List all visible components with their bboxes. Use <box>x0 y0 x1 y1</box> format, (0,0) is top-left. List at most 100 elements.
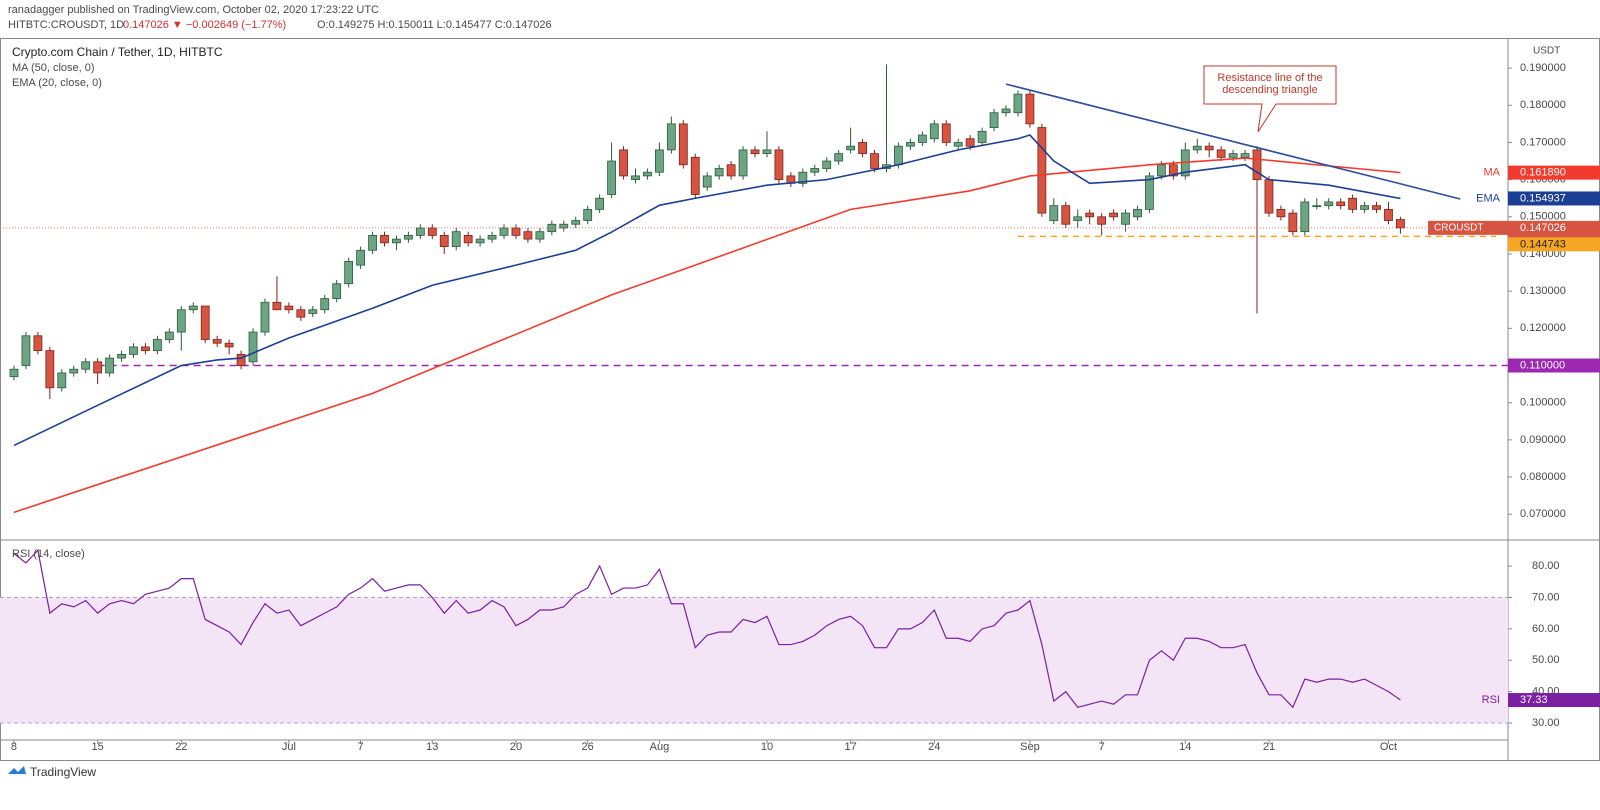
candle-body <box>296 309 306 318</box>
candle-body <box>858 142 867 155</box>
candle-body <box>404 234 413 240</box>
symbol: HITBTC:CROUSDT, 1D <box>8 19 124 31</box>
legend-entry: EMA (20, close, 0) <box>12 77 102 89</box>
candle-body <box>1312 205 1322 208</box>
candle-body <box>523 231 533 240</box>
candle-body <box>1384 208 1393 221</box>
tag-box <box>1508 191 1600 206</box>
y-tick-label: 0.170000 <box>1520 136 1566 148</box>
candle-body <box>846 145 856 151</box>
candle-body <box>1049 205 1059 221</box>
line-ema <box>13 134 1401 447</box>
candle-body <box>93 361 103 374</box>
rsi-tick-label: 60.00 <box>1532 623 1560 635</box>
candle-body <box>475 238 485 244</box>
candle-body <box>1300 201 1310 233</box>
x-tick-label: 8 <box>11 741 17 753</box>
y-tick-label: 0.140000 <box>1520 248 1566 260</box>
candle-body <box>487 234 497 240</box>
candle-body <box>1145 175 1154 210</box>
rsi-title: RSI (14, close) <box>12 548 85 560</box>
x-tick-label: 20 <box>510 741 522 753</box>
support-tag-label: 0.144743 <box>1520 238 1566 250</box>
candle-body <box>583 208 593 221</box>
candle-body <box>607 160 616 195</box>
candle-body <box>511 227 521 236</box>
x-tick-label: 10 <box>761 741 773 753</box>
tag-name: EMA <box>1476 192 1501 204</box>
x-tick-label: 17 <box>845 741 857 753</box>
candle-body <box>1264 179 1274 214</box>
rsi-band <box>0 597 1508 724</box>
candle-body <box>798 171 808 184</box>
candle-body <box>894 145 903 166</box>
candle-body <box>284 305 294 311</box>
annotation: descending triangle <box>1222 84 1317 96</box>
candle-body <box>1288 212 1298 233</box>
candle-body <box>57 372 67 389</box>
candle-body <box>188 305 198 311</box>
candle-body <box>774 149 784 181</box>
candle-body <box>750 149 760 155</box>
candle-body <box>1204 145 1214 151</box>
y-tick-label: 0.090000 <box>1520 434 1566 446</box>
candle-body <box>1252 149 1262 181</box>
rsi-tag-label: 37.33 <box>1520 694 1548 706</box>
candle-body <box>714 168 724 177</box>
ohlc-info: O:0.149275 H:0.150011 L:0.145477 C:0.147… <box>317 19 552 31</box>
x-tick-label: 22 <box>175 741 187 753</box>
candle-body <box>260 301 270 333</box>
candle-body <box>463 234 473 244</box>
candle-body <box>989 112 999 128</box>
candle-body <box>81 361 91 370</box>
candle-body <box>427 227 437 236</box>
candle-body <box>870 153 879 169</box>
candle-body <box>392 238 401 244</box>
candle-body <box>1240 153 1250 158</box>
level-tag-label: 0.110000 <box>1520 359 1565 371</box>
y-tick-label: 0.150000 <box>1520 211 1566 223</box>
candle-body <box>1109 212 1118 218</box>
candle-body <box>1085 212 1095 218</box>
candle-body <box>1133 208 1142 218</box>
candle-body <box>499 227 509 236</box>
candle-body <box>941 123 951 143</box>
candle-body <box>953 142 963 147</box>
y-tick-label: 0.180000 <box>1520 99 1566 111</box>
level-tag <box>1508 358 1600 373</box>
tag-name: MA <box>1484 167 1501 179</box>
y-tick-label: 0.120000 <box>1520 322 1566 334</box>
candle-body <box>451 231 461 247</box>
candle-body <box>1073 216 1083 221</box>
candle-body <box>153 339 162 352</box>
legend-entry: MA (50, close, 0) <box>12 62 95 74</box>
candle-body <box>571 220 581 225</box>
candle-body <box>69 368 79 374</box>
candle-body <box>141 346 150 352</box>
candle-body <box>248 331 258 363</box>
candle-body <box>619 149 628 177</box>
candle-body <box>595 197 605 210</box>
candle-body <box>1025 93 1035 125</box>
line-ma <box>13 157 1401 514</box>
candle-body <box>917 134 927 143</box>
trendline <box>1005 83 1461 200</box>
candle-body <box>1061 205 1071 225</box>
x-tick-label: 14 <box>1179 741 1191 753</box>
candle-body <box>1228 153 1238 158</box>
candle-body <box>810 168 820 173</box>
last-name-box <box>1428 220 1508 235</box>
candle-body <box>1168 164 1178 177</box>
y-tick-label: 0.100000 <box>1520 397 1566 409</box>
candle-body <box>1396 219 1405 229</box>
candle-body <box>1097 216 1107 225</box>
candle-body <box>690 156 700 195</box>
rsi-tick-label: 80.00 <box>1532 560 1560 572</box>
y-tick-label: 0.080000 <box>1520 471 1566 483</box>
candle-body <box>415 227 425 236</box>
candle-body <box>176 309 186 333</box>
candle-body <box>33 335 43 352</box>
support-tag <box>1508 237 1600 252</box>
rsi-tag-box <box>1508 693 1600 708</box>
candle-body <box>929 123 939 140</box>
